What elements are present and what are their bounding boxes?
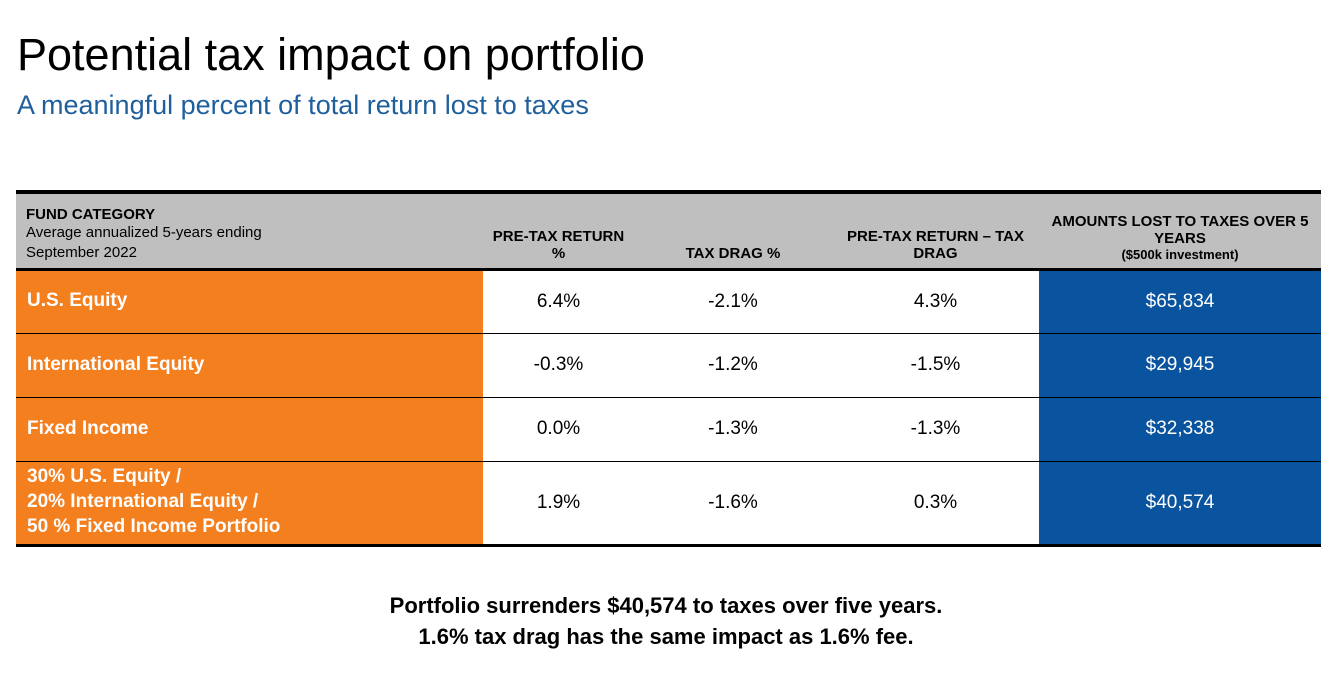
- fund-category-label: International Equity: [27, 353, 205, 375]
- fund-category-label: Fixed Income: [27, 417, 149, 439]
- header-fund-category-sub1: Average annualized 5-years ending: [26, 224, 262, 242]
- header-amount-lost-title: AMOUNTS LOST TO TAXES OVER 5 YEARS: [1051, 213, 1309, 248]
- header-fund-category: FUND CATEGORY Average annualized 5-years…: [16, 192, 483, 269]
- net-return-cell: 4.3%: [913, 290, 958, 312]
- header-pretax-return: PRE-TAX RETURN %: [492, 228, 625, 263]
- header-amount-lost: AMOUNTS LOST TO TAXES OVER 5 YEARS ($500…: [1039, 192, 1321, 269]
- tax-drag-cell: -1.2%: [634, 332, 832, 397]
- fund-category-label: 50 % Fixed Income Portfolio: [27, 515, 281, 537]
- tax-drag-cell: -2.1%: [708, 290, 758, 312]
- header-amount-lost-sub: ($500k investment): [1121, 246, 1239, 262]
- header-net-return: PRE-TAX RETURN – TAX DRAG: [847, 228, 1024, 263]
- table-row: U.S. Equity 6.4% -2.1% 4.3% $65,834: [16, 269, 1321, 333]
- fund-category-label: 30% U.S. Equity /: [27, 466, 182, 488]
- fund-category-label: U.S. Equity: [27, 290, 128, 312]
- tax-impact-table: FUND CATEGORY Average annualized 5-years…: [16, 190, 1321, 547]
- tax-impact-table-container: FUND CATEGORY Average annualized 5-years…: [16, 190, 1321, 547]
- page-subtitle: A meaningful percent of total return los…: [17, 90, 589, 120]
- header-tax-drag: TAX DRAG %: [685, 245, 781, 263]
- fund-category-cell: Fixed Income: [16, 396, 483, 461]
- amount-lost-cell: $29,945: [1039, 332, 1321, 397]
- pretax-return-cell: -0.3%: [483, 332, 634, 397]
- tax-drag-cell: -1.6%: [634, 460, 832, 545]
- table-body: U.S. Equity 6.4% -2.1% 4.3% $65,834 Internati…: [16, 269, 1321, 545]
- net-return-cell: -1.3%: [832, 396, 1039, 461]
- table-header-row: FUND CATEGORY Average annualized 5-years…: [16, 192, 1321, 269]
- amount-lost-cell: $40,574: [1039, 460, 1321, 545]
- pretax-return-cell: 0.0%: [483, 396, 634, 461]
- net-return-cell: -1.5%: [832, 332, 1039, 397]
- fund-category-cell: 30% U.S. Equity / 20% International Equit…: [16, 460, 483, 545]
- footnote-line-2: 1.6% tax drag has the same impact as 1.6…: [418, 623, 914, 649]
- header-fund-category-sub2: September 2022: [26, 243, 137, 261]
- table-row: International Equity -0.3% -1.2% -1.5% $29,9…: [16, 332, 1321, 397]
- pretax-return-cell: 6.4%: [536, 290, 581, 312]
- footnote-line-1: Portfolio surrenders $40,574 to taxes ov…: [389, 593, 943, 618]
- tax-drag-cell: -1.3%: [634, 396, 832, 461]
- footnote: Portfolio surrenders $40,574 to taxes ov…: [0, 591, 1332, 653]
- fund-category-label: 20% International Equity /: [27, 491, 259, 513]
- amount-lost-cell: $65,834: [1039, 269, 1321, 333]
- header-fund-category-title: FUND CATEGORY: [26, 206, 156, 223]
- table-row: Fixed Income 0.0% -1.3% -1.3% $32,338: [16, 396, 1321, 461]
- fund-category-cell: U.S. Equity: [16, 269, 483, 333]
- table-row: 30% U.S. Equity / 20% International Equit…: [16, 460, 1321, 545]
- pretax-return-cell: 1.9%: [483, 460, 634, 545]
- amount-lost-cell: $32,338: [1039, 396, 1321, 461]
- net-return-cell: 0.3%: [832, 460, 1039, 545]
- fund-category-cell: International Equity: [16, 332, 483, 397]
- page-title: Potential tax impact on portfolio: [17, 29, 645, 80]
